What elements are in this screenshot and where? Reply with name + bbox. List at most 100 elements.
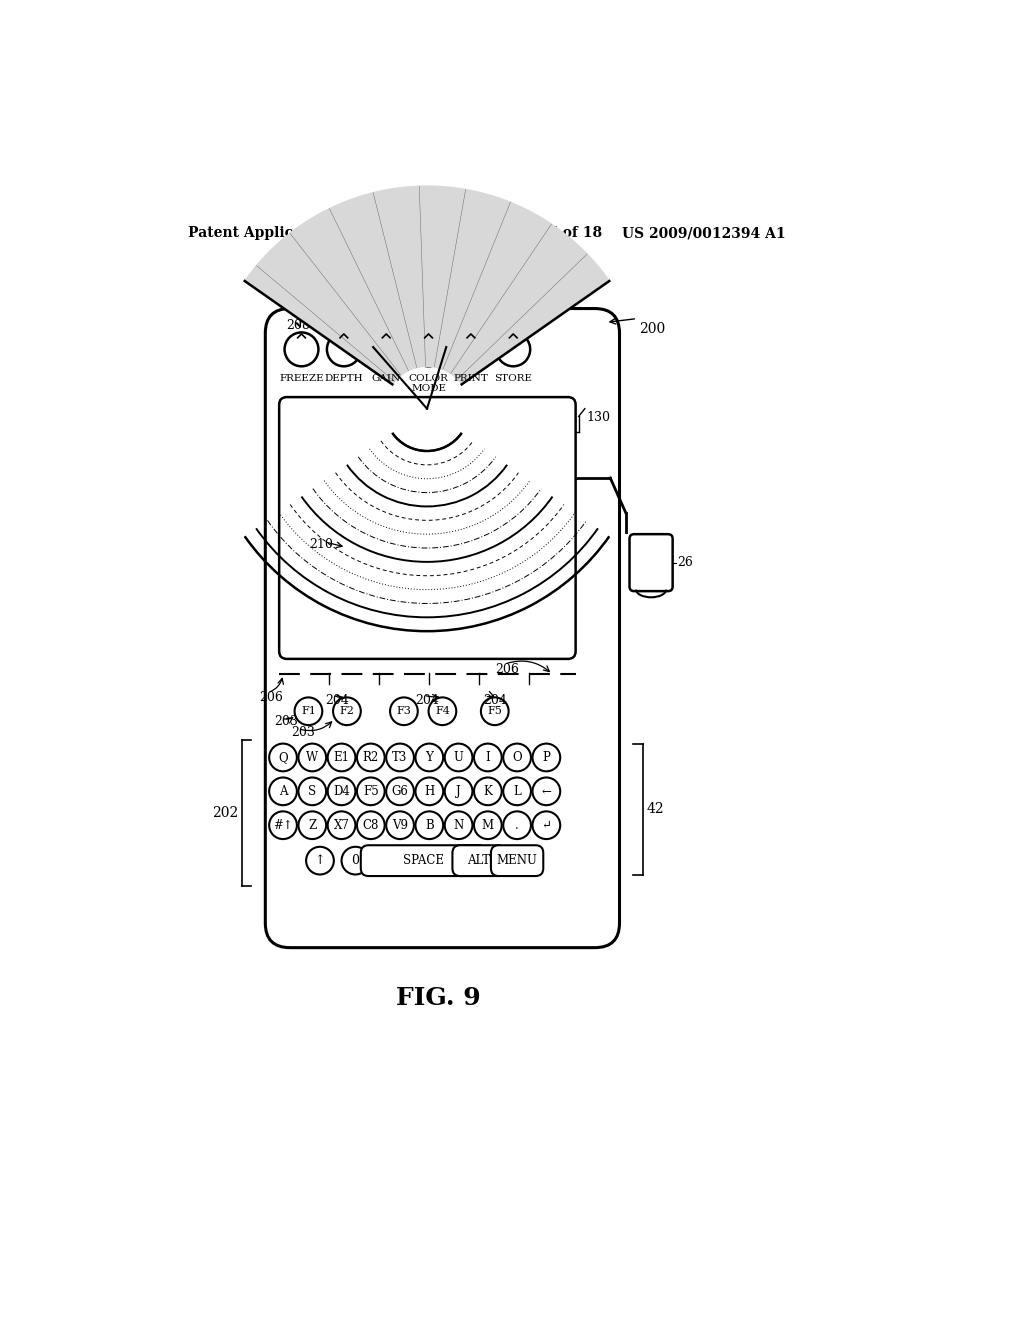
Text: N: N xyxy=(454,818,464,832)
Text: 206: 206 xyxy=(259,692,283,705)
FancyBboxPatch shape xyxy=(453,845,505,876)
Text: 202: 202 xyxy=(212,807,239,820)
Text: X7: X7 xyxy=(334,818,349,832)
Polygon shape xyxy=(245,186,609,384)
Text: F1: F1 xyxy=(301,706,315,717)
Circle shape xyxy=(370,333,403,367)
Circle shape xyxy=(285,333,318,367)
Circle shape xyxy=(298,743,326,771)
FancyBboxPatch shape xyxy=(490,845,544,876)
Circle shape xyxy=(429,697,457,725)
Text: US 2009/0012394 A1: US 2009/0012394 A1 xyxy=(622,226,785,240)
Text: PRINT: PRINT xyxy=(454,374,488,383)
Text: U: U xyxy=(454,751,464,764)
Text: A: A xyxy=(279,785,288,797)
Text: 210: 210 xyxy=(309,539,333,550)
Circle shape xyxy=(295,697,323,725)
Circle shape xyxy=(532,777,560,805)
Text: COLOR
MODE: COLOR MODE xyxy=(409,374,449,393)
Text: ←: ← xyxy=(542,785,551,797)
Text: ALT: ALT xyxy=(467,854,490,867)
Text: F3: F3 xyxy=(396,706,412,717)
Text: 204: 204 xyxy=(326,693,349,706)
Circle shape xyxy=(412,333,445,367)
Circle shape xyxy=(269,743,297,771)
Text: FREEZE: FREEZE xyxy=(280,374,324,383)
Circle shape xyxy=(474,743,502,771)
Text: MENU: MENU xyxy=(497,854,538,867)
Text: 208: 208 xyxy=(371,318,394,331)
Circle shape xyxy=(444,777,472,805)
Circle shape xyxy=(474,777,502,805)
FancyBboxPatch shape xyxy=(280,397,575,659)
Text: T3: T3 xyxy=(392,751,408,764)
Circle shape xyxy=(497,333,530,367)
Text: Patent Application Publication: Patent Application Publication xyxy=(188,226,428,240)
Text: DEPTH: DEPTH xyxy=(325,374,364,383)
Circle shape xyxy=(503,777,531,805)
Text: Y: Y xyxy=(425,751,433,764)
Text: 42: 42 xyxy=(646,803,665,816)
Text: S: S xyxy=(308,785,316,797)
Circle shape xyxy=(444,743,472,771)
Circle shape xyxy=(416,743,443,771)
Text: F5: F5 xyxy=(487,706,502,717)
Circle shape xyxy=(416,777,443,805)
FancyBboxPatch shape xyxy=(265,309,620,948)
Circle shape xyxy=(444,812,472,840)
Circle shape xyxy=(269,812,297,840)
FancyBboxPatch shape xyxy=(630,535,673,591)
Circle shape xyxy=(333,697,360,725)
Text: K: K xyxy=(483,785,493,797)
Circle shape xyxy=(416,812,443,840)
Text: J: J xyxy=(457,785,461,797)
Circle shape xyxy=(532,812,560,840)
Text: C8: C8 xyxy=(362,818,379,832)
Text: ↵: ↵ xyxy=(542,818,551,832)
Text: D4: D4 xyxy=(333,785,350,797)
Text: 204: 204 xyxy=(483,693,507,706)
Text: 130: 130 xyxy=(587,411,610,424)
Text: P: P xyxy=(543,751,550,764)
Text: FIG. 9: FIG. 9 xyxy=(396,986,481,1010)
Text: 0: 0 xyxy=(351,854,359,867)
Circle shape xyxy=(454,333,487,367)
Text: W: W xyxy=(306,751,318,764)
Text: 204: 204 xyxy=(416,693,439,706)
Text: GAIN: GAIN xyxy=(372,374,400,383)
Text: #↑: #↑ xyxy=(273,818,293,832)
Text: V9: V9 xyxy=(392,818,408,832)
Circle shape xyxy=(342,847,370,875)
Circle shape xyxy=(474,812,502,840)
Circle shape xyxy=(390,697,418,725)
Text: F5: F5 xyxy=(362,785,379,797)
Circle shape xyxy=(532,743,560,771)
Circle shape xyxy=(269,777,297,805)
Circle shape xyxy=(503,743,531,771)
Circle shape xyxy=(328,812,355,840)
Text: B: B xyxy=(425,818,434,832)
FancyBboxPatch shape xyxy=(360,845,487,876)
Text: L: L xyxy=(513,785,521,797)
Circle shape xyxy=(327,333,360,367)
Text: R2: R2 xyxy=(362,751,379,764)
Circle shape xyxy=(357,777,385,805)
Circle shape xyxy=(306,847,334,875)
Text: Q: Q xyxy=(279,751,288,764)
Text: 208: 208 xyxy=(466,318,489,331)
Text: Sheet 7 of 18: Sheet 7 of 18 xyxy=(499,226,602,240)
Circle shape xyxy=(386,743,414,771)
Circle shape xyxy=(357,743,385,771)
Text: O: O xyxy=(512,751,522,764)
Circle shape xyxy=(481,697,509,725)
Text: G6: G6 xyxy=(391,785,409,797)
Text: 26: 26 xyxy=(677,556,693,569)
Text: 203: 203 xyxy=(273,715,298,729)
Text: I: I xyxy=(485,751,490,764)
Text: 208: 208 xyxy=(286,318,310,331)
Circle shape xyxy=(386,812,414,840)
Text: F2: F2 xyxy=(340,706,354,717)
Text: 206: 206 xyxy=(496,663,519,676)
Text: E1: E1 xyxy=(334,751,349,764)
Text: Z: Z xyxy=(308,818,316,832)
